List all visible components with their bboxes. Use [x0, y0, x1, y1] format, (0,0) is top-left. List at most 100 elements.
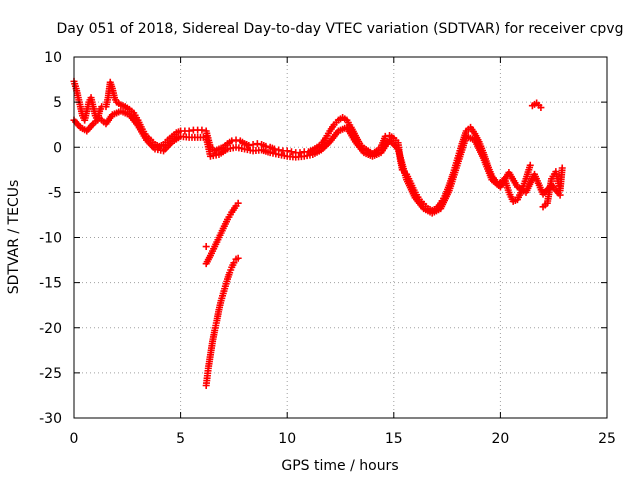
data-point-marker [219, 292, 227, 300]
data-point-marker [123, 104, 131, 112]
data-point-marker [350, 136, 358, 144]
data-point-marker [531, 100, 539, 108]
data-point-marker [418, 203, 426, 211]
plot-frame [73, 56, 608, 419]
y-tick-label: -30 [39, 411, 62, 427]
data-point-marker [402, 174, 410, 182]
grid-lines [74, 57, 607, 418]
data-point-marker [487, 174, 495, 182]
data-point-marker [212, 319, 220, 327]
x-tick-label: 25 [598, 431, 616, 447]
data-point-marker [329, 123, 337, 131]
data-point-marker [75, 122, 83, 130]
data-point-marker [226, 211, 234, 219]
data-point-marker [223, 277, 231, 285]
data-point-marker [249, 141, 257, 149]
x-tick-label: 10 [278, 431, 296, 447]
data-point-marker [234, 254, 242, 262]
data-point-marker [380, 135, 388, 143]
data-point-marker [205, 254, 213, 262]
data-point-marker [217, 299, 225, 307]
data-point-marker [221, 285, 229, 293]
data-point-marker [315, 147, 323, 155]
data-point-marker [333, 129, 341, 137]
data-point-marker [541, 201, 549, 209]
data-point-marker [174, 128, 182, 136]
x-tick-label: 0 [70, 431, 79, 447]
chart-title: Day 051 of 2018, Sidereal Day-to-day VTE… [57, 21, 624, 37]
data-point-marker [272, 150, 280, 158]
data-points [70, 77, 566, 390]
data-point-marker [280, 152, 288, 160]
data-point-marker [226, 138, 234, 146]
data-point-marker [222, 218, 230, 226]
data-point-marker [504, 186, 512, 194]
data-point-marker [185, 127, 193, 135]
data-point-marker [88, 122, 96, 130]
data-point-marker [214, 236, 222, 244]
y-axis-ticks: 10 5 0 -5 -10 -15 -20 -25 -30 [39, 50, 607, 427]
y-tick-label: 10 [44, 50, 62, 66]
data-point-marker [478, 152, 486, 160]
data-point-marker [264, 148, 272, 156]
data-point-marker [341, 124, 349, 132]
data-point-marker [212, 151, 220, 159]
x-tick-label: 20 [491, 431, 509, 447]
data-point-marker [218, 227, 226, 235]
data-point-marker [157, 146, 165, 154]
data-point-marker [149, 143, 157, 151]
y-tick-label: 0 [53, 140, 62, 156]
data-point-marker [375, 150, 383, 158]
data-point-marker [535, 101, 543, 109]
data-point-marker [410, 192, 418, 200]
data-point-marker [511, 196, 519, 204]
data-point-marker [115, 99, 123, 107]
data-point-marker [141, 134, 149, 142]
data-point-marker [558, 166, 566, 174]
data-point-marker [287, 148, 295, 156]
data-point-marker [554, 189, 562, 197]
data-point-marker [221, 146, 229, 154]
y-tick-label: -5 [48, 185, 62, 201]
data-point-marker [238, 144, 246, 152]
data-point-marker [392, 143, 400, 151]
y-tick-label: -10 [39, 231, 62, 247]
data-point-marker [253, 140, 261, 148]
data-point-marker [341, 115, 349, 123]
y-axis-label: SDTVAR / TECUs [6, 180, 22, 295]
x-tick-label: 15 [385, 431, 403, 447]
data-point-marker [324, 129, 332, 137]
data-point-marker [320, 136, 328, 144]
data-point-marker [174, 134, 182, 142]
data-point-marker [297, 153, 305, 161]
data-point-marker [104, 96, 112, 104]
data-point-marker [170, 131, 178, 139]
data-point-marker [89, 100, 97, 108]
data-point-marker [444, 189, 452, 197]
data-point-marker [119, 102, 127, 110]
data-point-marker [231, 204, 239, 212]
data-point-marker [512, 181, 520, 189]
data-point-marker [108, 82, 116, 90]
data-point-marker [508, 195, 516, 203]
data-point-marker [229, 261, 237, 269]
data-point-marker [238, 138, 246, 146]
x-axis-ticks: 0 5 10 15 20 25 [70, 57, 616, 447]
data-point-marker [202, 243, 210, 251]
data-point-marker [210, 329, 218, 337]
data-point-marker [469, 128, 477, 136]
data-point-marker [296, 149, 304, 157]
data-point-marker [234, 199, 242, 207]
data-point-marker [198, 126, 206, 134]
data-point-marker [453, 162, 461, 170]
data-point-marker [521, 177, 529, 185]
y-tick-label: -20 [39, 321, 62, 337]
data-point-marker [123, 110, 131, 118]
data-point-marker [227, 266, 235, 274]
data-point-marker [97, 105, 105, 113]
y-tick-label: 5 [53, 95, 62, 111]
data-point-marker [215, 308, 223, 316]
data-point-marker [112, 96, 120, 104]
data-point-marker [526, 164, 534, 172]
